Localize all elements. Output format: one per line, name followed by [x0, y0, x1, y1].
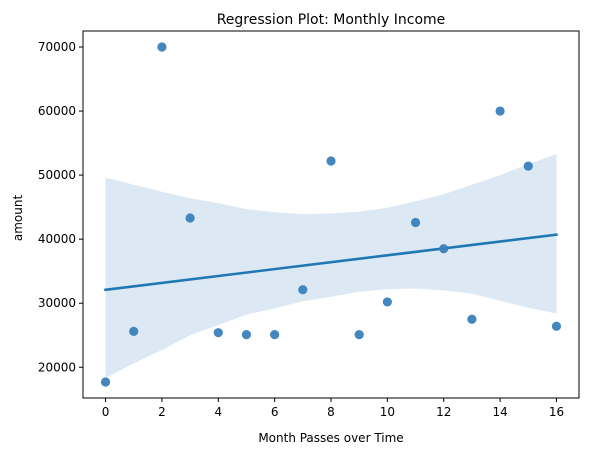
data-point — [495, 106, 505, 116]
data-point — [523, 161, 533, 171]
x-tick-label: 14 — [492, 405, 507, 419]
data-point — [467, 314, 477, 324]
y-tick-label: 40000 — [38, 232, 76, 246]
chart-title: Regression Plot: Monthly Income — [217, 12, 446, 28]
regression-line — [104, 233, 558, 292]
x-axis-label: Month Passes over Time — [258, 431, 403, 445]
regression-line-layer — [104, 233, 558, 292]
data-point — [326, 156, 336, 166]
data-point — [100, 377, 111, 387]
x-tick-label: 16 — [549, 405, 564, 419]
data-points-layer — [100, 42, 562, 387]
y-tick-label: 70000 — [38, 40, 76, 54]
x-tick-label: 6 — [271, 405, 279, 419]
y-tick-label: 60000 — [38, 104, 76, 118]
data-point — [213, 328, 223, 338]
data-point — [270, 329, 280, 340]
x-tick-label: 4 — [214, 405, 222, 419]
data-point — [439, 244, 449, 254]
data-point — [354, 329, 364, 340]
x-tick-label: 12 — [436, 405, 451, 419]
y-axis-label: amount — [11, 195, 25, 242]
data-point — [157, 42, 167, 52]
x-tick-label: 2 — [158, 405, 166, 419]
y-tick-label: 30000 — [38, 296, 76, 310]
y-tick-label: 20000 — [38, 360, 76, 374]
x-tick-label: 0 — [102, 405, 110, 419]
data-point — [298, 285, 308, 295]
data-point — [382, 297, 392, 307]
data-point — [551, 321, 562, 331]
x-axis-ticks: 0 2 4 6 8 10 12 14 16 — [102, 398, 564, 419]
data-point — [410, 217, 421, 228]
x-tick-label: 8 — [327, 405, 335, 419]
data-point — [185, 213, 195, 223]
x-tick-label: 10 — [380, 405, 395, 419]
y-axis-ticks: 20000 30000 40000 50000 60000 70000 — [38, 40, 83, 374]
data-point — [129, 326, 139, 336]
data-point — [241, 329, 252, 340]
confidence-band-layer — [105, 154, 557, 379]
confidence-band — [105, 154, 557, 379]
y-tick-label: 50000 — [38, 168, 76, 182]
